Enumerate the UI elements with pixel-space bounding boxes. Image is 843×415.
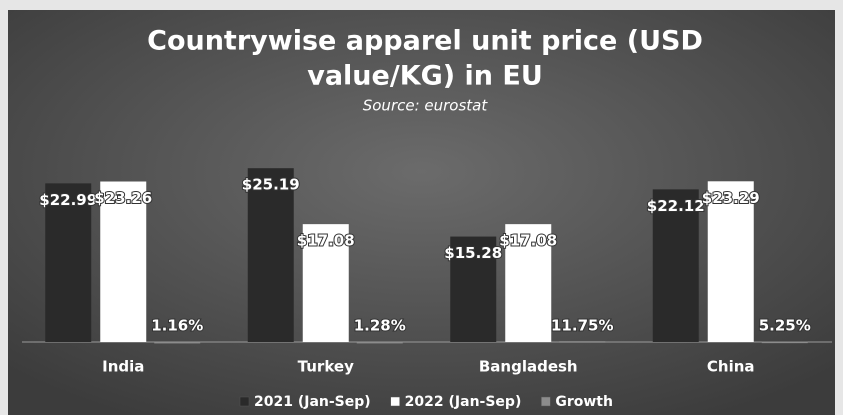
data-label: 5.25% bbox=[759, 317, 811, 335]
bar bbox=[652, 189, 699, 342]
data-label: $22.99 bbox=[39, 191, 97, 209]
bar bbox=[559, 341, 606, 343]
data-label: $23.26 bbox=[94, 189, 152, 207]
bar bbox=[761, 341, 808, 344]
data-label: $23.29 bbox=[702, 189, 760, 207]
data-label: $17.08 bbox=[297, 232, 355, 250]
legend-swatch bbox=[541, 396, 551, 407]
bar bbox=[450, 236, 497, 342]
bar bbox=[356, 341, 403, 344]
data-label: $25.19 bbox=[242, 176, 300, 194]
data-label: $22.12 bbox=[647, 197, 705, 215]
x-tick-label: Turkey bbox=[298, 358, 354, 376]
data-label: 11.75% bbox=[551, 317, 613, 335]
bar bbox=[505, 224, 552, 342]
x-tick-label: India bbox=[102, 358, 144, 376]
bar bbox=[45, 183, 92, 342]
data-label: 1.16% bbox=[151, 317, 203, 335]
legend-swatch bbox=[239, 396, 250, 407]
legend-label: 2021 (Jan-Sep) bbox=[254, 394, 371, 410]
legend-swatch bbox=[390, 396, 400, 407]
data-label: 1.28% bbox=[354, 317, 406, 335]
chart-title: value/KG) in EU bbox=[307, 61, 543, 92]
bar bbox=[100, 181, 147, 342]
legend-label: 2022 (Jan-Sep) bbox=[405, 394, 522, 410]
legend-label: Growth bbox=[555, 394, 613, 410]
chart-title: Countrywise apparel unit price (USD bbox=[147, 26, 703, 57]
bar bbox=[302, 224, 349, 342]
chart-subtitle: Source: eurostat bbox=[363, 97, 489, 115]
data-label: $15.28 bbox=[444, 244, 502, 262]
bar bbox=[707, 181, 754, 342]
bar bbox=[247, 168, 294, 342]
data-label: $17.08 bbox=[499, 232, 557, 250]
x-tick-label: Bangladesh bbox=[479, 358, 578, 376]
bar bbox=[154, 341, 201, 344]
x-tick-label: China bbox=[707, 358, 755, 376]
